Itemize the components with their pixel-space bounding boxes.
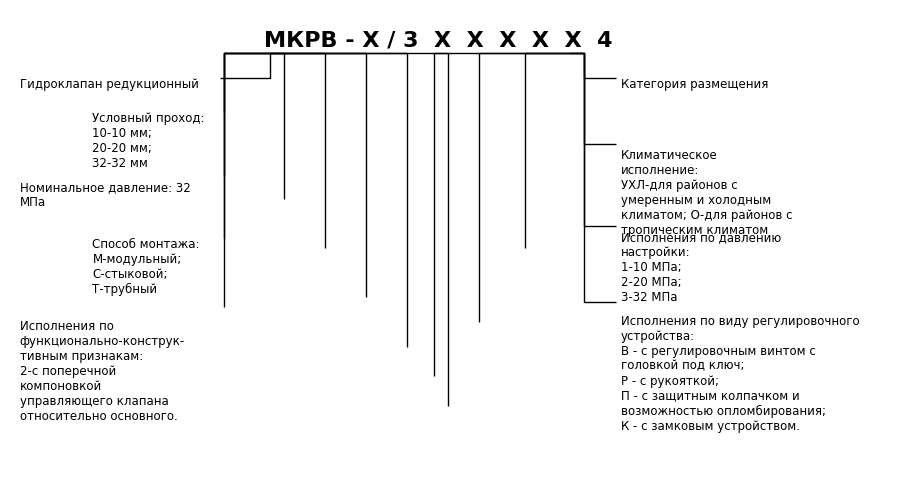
Text: Климатическое
исполнение:
УХЛ-для районов с
умеренным и холодным
климатом; О-для: Климатическое исполнение: УХЛ-для районо… — [620, 149, 792, 238]
Text: Исполнения по давлению
настройки:
1-10 МПа;
2-20 МПа;
3-32 МПа: Исполнения по давлению настройки: 1-10 М… — [620, 231, 781, 304]
Text: Исполнения по виду регулировочного
устройства:
В - с регулировочным винтом с
гол: Исполнения по виду регулировочного устро… — [620, 314, 859, 433]
Text: Условный проход:
10-10 мм;
20-20 мм;
32-32 мм: Условный проход: 10-10 мм; 20-20 мм; 32-… — [92, 113, 205, 170]
Text: Номинальное давление: 32
МПа: Номинальное давление: 32 МПа — [19, 182, 190, 209]
Text: Гидроклапан редукционный: Гидроклапан редукционный — [19, 78, 198, 91]
Text: Способ монтажа:
М-модульный;
С-стыковой;
Т-трубный: Способ монтажа: М-модульный; С-стыковой;… — [92, 238, 200, 296]
Text: Исполнения по
функционально-конструк-
тивным признакам:
2-с поперечной
компоновк: Исполнения по функционально-конструк- ти… — [19, 319, 185, 423]
Text: МКРВ - Х / 3  Х  Х  Х  Х  Х  4: МКРВ - Х / 3 Х Х Х Х Х 4 — [264, 31, 613, 51]
Text: Категория размещения: Категория размещения — [620, 78, 768, 91]
